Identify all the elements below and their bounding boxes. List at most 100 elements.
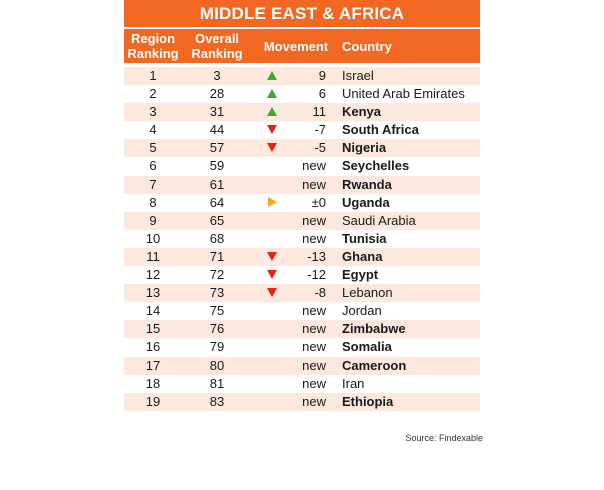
movement-icon-cell	[265, 338, 279, 356]
country-cell: Uganda	[342, 194, 390, 210]
movement-cell: -7	[314, 122, 326, 138]
table-row: 8 64 ±0 Uganda	[124, 194, 480, 212]
movement-cell: -8	[314, 285, 326, 301]
movement-cell: new	[302, 158, 326, 174]
table-row: 16 79 new Somalia	[124, 338, 480, 356]
overall-rank-cell: 75	[209, 303, 225, 319]
movement-icon-cell	[265, 393, 279, 411]
table-row: 4 44 -7 South Africa	[124, 121, 480, 139]
region-rank-cell: 8	[149, 194, 157, 210]
overall-rank-cell: 64	[209, 194, 225, 210]
movement-icon-cell	[265, 194, 279, 212]
arrow-down-icon	[267, 269, 277, 279]
country-cell: Ethiopia	[342, 393, 394, 409]
overall-rank-cell: 80	[209, 357, 225, 373]
table-row: 12 72 -12 Egypt	[124, 266, 480, 284]
country-cell: Zimbabwe	[342, 321, 406, 337]
movement-cell: 9	[318, 68, 326, 83]
country-cell: Somalia	[342, 339, 392, 355]
movement-icon-cell	[265, 103, 279, 121]
arrow-down-icon	[267, 251, 277, 261]
table-row: 13 73 -8 Lebanon	[124, 284, 480, 303]
movement-cell: new	[302, 230, 326, 246]
arrow-up-icon	[267, 106, 277, 116]
table-title: MIDDLE EAST & AFRICA	[124, 0, 480, 27]
movement-icon-cell	[265, 248, 279, 266]
country-cell: Nigeria	[342, 140, 387, 156]
region-rank-cell: 9	[149, 212, 157, 228]
movement-icon-cell	[265, 67, 279, 85]
overall-rank-cell: 73	[209, 285, 225, 301]
region-rank-cell: 13	[145, 285, 161, 301]
movement-icon-cell	[265, 212, 279, 230]
region-rank-cell: 16	[145, 339, 161, 355]
region-rank-cell: 1	[149, 68, 157, 83]
table-row: 5 57 -5 Nigeria	[124, 139, 480, 158]
region-rank-cell: 19	[145, 393, 161, 409]
movement-cell: new	[302, 303, 326, 319]
country-cell: Egypt	[342, 267, 379, 283]
arrow-right-icon	[267, 196, 277, 207]
movement-icon-cell	[265, 284, 279, 302]
movement-icon-cell	[265, 176, 279, 194]
movement-icon-cell	[265, 320, 279, 338]
overall-rank-cell: 61	[209, 176, 225, 192]
movement-cell: new	[302, 321, 326, 337]
overall-rank-cell: 71	[209, 248, 225, 264]
table-row: 7 61 new Rwanda	[124, 175, 480, 194]
region-rank-cell: 15	[145, 321, 161, 337]
overall-rank-cell: 81	[209, 375, 225, 391]
arrow-down-icon	[267, 124, 277, 134]
movement-cell: -13	[307, 248, 326, 264]
country-cell: Ghana	[342, 248, 383, 264]
table-row: 15 76 new Zimbabwe	[124, 320, 480, 339]
country-cell: South Africa	[342, 122, 419, 138]
table-header: Region Ranking Overall Ranking Movement …	[124, 29, 480, 63]
overall-rank-cell: 59	[209, 158, 225, 174]
overall-rank-cell: 76	[209, 321, 225, 337]
ranking-table: MIDDLE EAST & AFRICA Region Ranking Over…	[124, 0, 480, 411]
movement-icon-cell	[265, 266, 279, 284]
arrow-up-icon	[267, 70, 277, 80]
table-row: 18 81 new Iran	[124, 375, 480, 393]
table-row: 10 68 new Tunisia	[124, 230, 480, 248]
country-cell: Israel	[342, 68, 374, 83]
region-rank-cell: 3	[149, 104, 157, 120]
movement-icon-cell	[265, 85, 279, 103]
country-cell: Saudi Arabia	[342, 212, 416, 228]
header-overall-ranking: Overall Ranking	[191, 31, 243, 61]
country-cell: Lebanon	[342, 285, 393, 301]
movement-icon-cell	[265, 157, 279, 175]
movement-cell: -12	[307, 267, 326, 283]
region-rank-cell: 5	[149, 140, 157, 156]
table-row: 9 65 new Saudi Arabia	[124, 211, 480, 230]
country-cell: Seychelles	[342, 158, 410, 174]
movement-icon-cell	[265, 357, 279, 375]
table-row: 14 75 new Jordan	[124, 302, 480, 320]
country-cell: Iran	[342, 375, 365, 391]
country-cell: Kenya	[342, 104, 382, 120]
table-body: 1 3 9 Israel 2 28 6 United Arab Emirates 3 31 11 Ke…	[124, 67, 480, 411]
movement-cell: new	[302, 375, 326, 391]
arrow-down-icon	[267, 142, 277, 152]
region-rank-cell: 6	[149, 158, 157, 174]
country-cell: United Arab Emirates	[342, 86, 465, 102]
movement-cell: ±0	[311, 194, 326, 210]
table-row: 2 28 6 United Arab Emirates	[124, 85, 480, 103]
country-cell: Rwanda	[342, 176, 392, 192]
overall-rank-cell: 72	[209, 267, 225, 283]
region-rank-cell: 18	[145, 375, 161, 391]
movement-cell: new	[302, 212, 326, 228]
header-country: Country	[342, 38, 392, 54]
region-rank-cell: 12	[145, 267, 161, 283]
movement-icon-cell	[265, 375, 279, 393]
arrow-down-icon	[267, 287, 277, 297]
movement-cell: new	[302, 176, 326, 192]
arrow-up-icon	[267, 88, 277, 98]
movement-cell: new	[302, 357, 326, 373]
country-cell: Cameroon	[342, 357, 407, 373]
region-rank-cell: 14	[145, 303, 161, 319]
movement-icon-cell	[265, 139, 279, 157]
region-rank-cell: 17	[145, 357, 161, 373]
header-region-ranking: Region Ranking	[127, 31, 179, 61]
